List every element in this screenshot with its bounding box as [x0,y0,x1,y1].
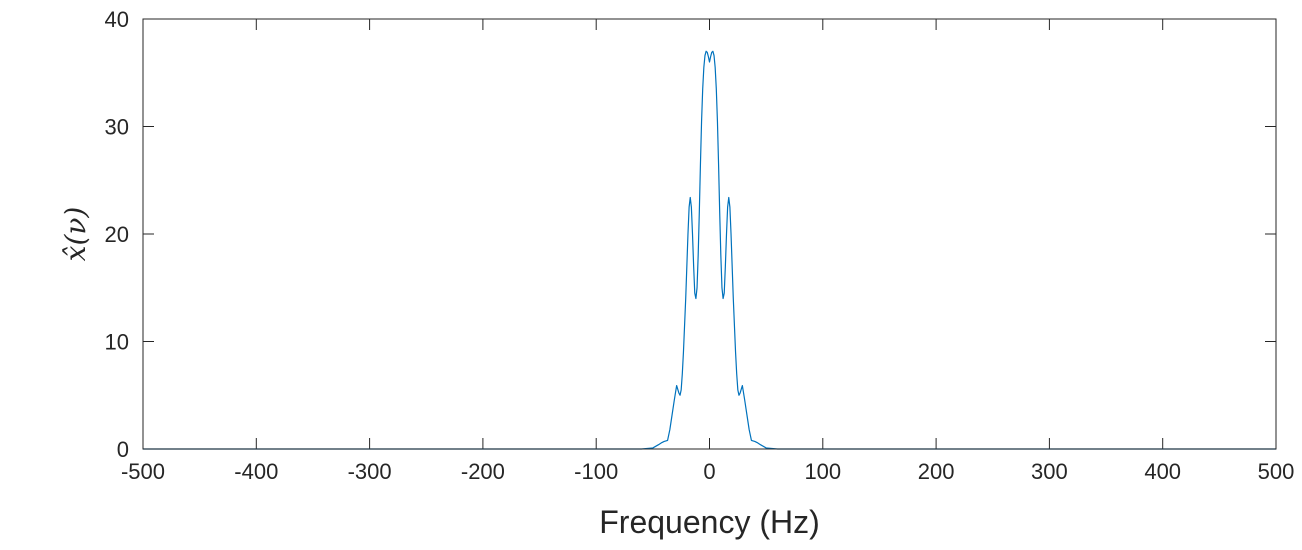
x-tick-label: 0 [703,459,715,484]
x-tick-label: 200 [918,459,955,484]
x-tick-label: 300 [1031,459,1068,484]
x-tick-label: -500 [121,459,165,484]
spectrum-line [143,50,1276,450]
y-tick-label: 20 [105,222,129,247]
y-tick-label: 30 [105,115,129,140]
plot-frame [142,18,1277,450]
x-tick-label: 100 [804,459,841,484]
x-tick-label: -400 [234,459,278,484]
x-tick-label: 500 [1258,459,1295,484]
x-ticks: -500 -400 -300 -200 -100 0 100 200 300 400 500 [121,19,1294,484]
y-tick-label: 10 [105,330,129,355]
y-tick-label: 40 [105,7,129,32]
y-axis-title: x̂(ν) [59,207,92,262]
y-ticks: 0 10 20 30 40 [105,7,1276,462]
x-tick-label: -100 [574,459,618,484]
x-axis-title: Frequency (Hz) [599,504,820,540]
series-group [143,50,1276,450]
x-tick-label: 400 [1144,459,1181,484]
x-tick-label: -300 [348,459,392,484]
y-tick-label: 0 [117,437,129,462]
x-tick-label: -200 [461,459,505,484]
